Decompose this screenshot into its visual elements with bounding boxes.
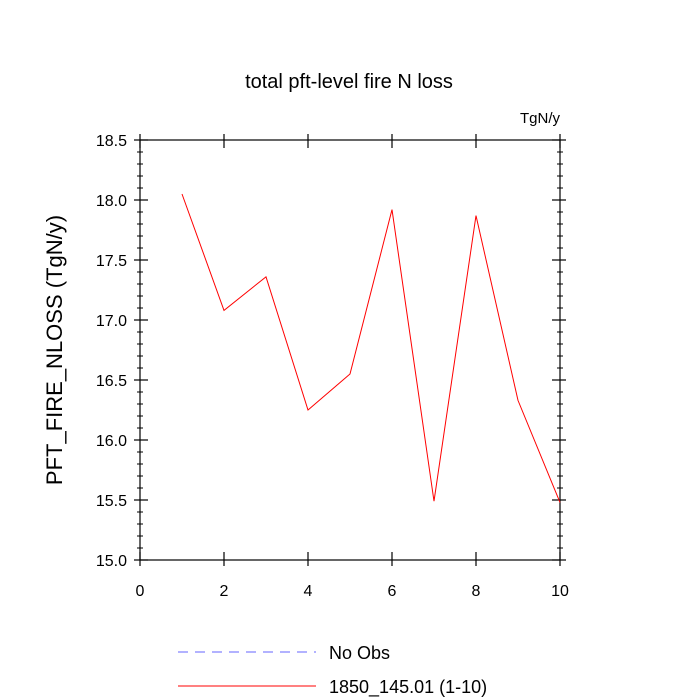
series-layer [181,193,561,503]
y-tick-label: 15.0 [96,553,127,570]
x-tick-label: 6 [388,583,397,600]
x-tick-label: 4 [304,583,313,600]
units-label: TgN/y [520,110,561,127]
plot-frame [139,139,561,561]
x-tick-label: 10 [551,583,569,600]
y-axis-label: PFT_FIRE_NLOSS (TgN/y) [42,215,67,485]
series-line [181,193,561,503]
legend: No Obs 1850_145.01 (1-10) [178,643,487,698]
y-tick-label: 16.5 [96,373,127,390]
legend-label: No Obs [329,643,390,663]
y-tick-label: 17.5 [96,253,127,270]
x-tick-label: 2 [220,583,229,600]
tick-labels: 15.0 15.5 16.0 16.5 17.0 17.5 18.0 18.5 0 2 4 6 8 10 [96,133,569,600]
major-ticks [134,134,566,566]
y-tick-label: 16.0 [96,433,127,450]
y-tick-label: 18.0 [96,193,127,210]
x-tick-label: 0 [136,583,145,600]
x-tick-label: 8 [472,583,481,600]
y-tick-label: 17.0 [96,313,127,330]
legend-label: 1850_145.01 (1-10) [329,677,487,698]
minor-ticks [137,139,563,561]
chart-title: total pft-level fire N loss [245,71,453,93]
y-tick-label: 15.5 [96,493,127,510]
y-tick-label: 18.5 [96,133,127,150]
